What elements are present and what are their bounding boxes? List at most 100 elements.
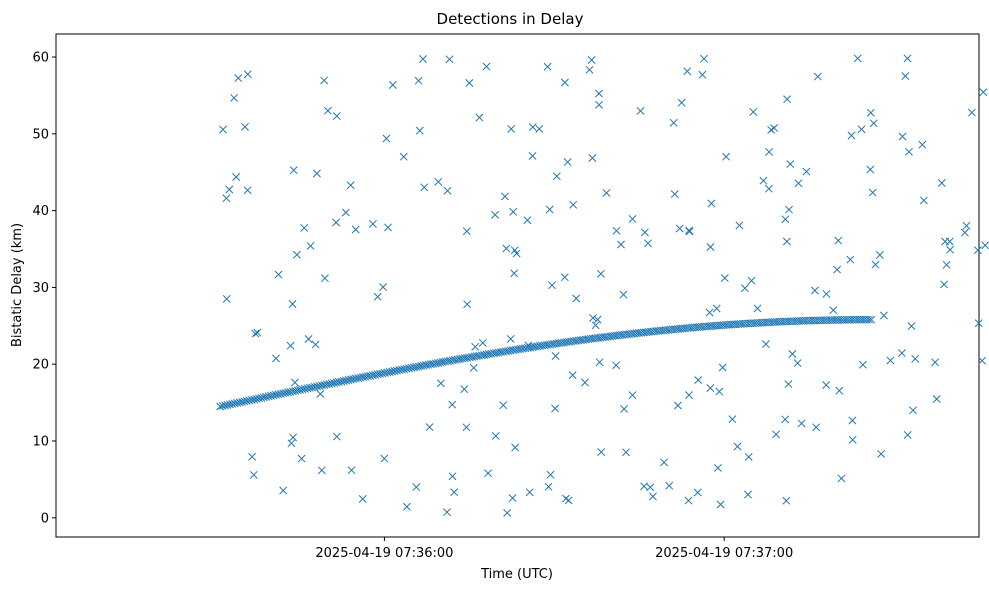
detection-marker <box>425 423 434 432</box>
detection-marker <box>482 350 491 359</box>
detection-marker <box>675 224 684 233</box>
detection-marker <box>551 404 560 413</box>
detection-marker <box>368 219 377 228</box>
detection-marker <box>718 363 727 372</box>
detection-marker <box>693 488 702 497</box>
x-tick-label: 2025-04-19 07:36:00 <box>315 546 453 561</box>
detection-marker <box>544 482 553 491</box>
detection-marker <box>931 358 940 367</box>
detection-marker <box>384 223 392 232</box>
detection-marker <box>765 147 774 156</box>
detection-marker <box>366 371 375 380</box>
detection-marker <box>829 306 838 315</box>
detection-marker <box>593 315 602 324</box>
detection-marker <box>342 376 351 385</box>
detection-marker <box>960 228 969 237</box>
detection-marker <box>694 376 703 385</box>
detection-marker <box>289 166 298 175</box>
detection-marker <box>252 394 261 403</box>
detection-marker <box>402 502 411 511</box>
detection-marker <box>833 265 842 274</box>
detection-marker <box>560 273 569 282</box>
y-tick-label: 30 <box>32 281 49 296</box>
detection-marker <box>339 377 348 385</box>
detection-marker <box>636 106 645 115</box>
detection-marker <box>448 472 457 481</box>
detection-marker <box>373 370 382 379</box>
detection-marker <box>781 415 790 424</box>
detection-marker <box>802 167 811 176</box>
detection-marker <box>660 458 669 467</box>
detection-marker <box>503 508 512 517</box>
detection-marker <box>587 56 596 64</box>
detection-marker <box>507 124 516 133</box>
detection-marker <box>620 404 629 413</box>
detection-marker <box>376 369 384 378</box>
detection-marker <box>848 435 857 444</box>
detection-marker <box>468 352 476 361</box>
detection-marker <box>417 362 426 370</box>
detection-marker <box>269 391 278 400</box>
detection-marker <box>221 401 230 410</box>
detection-marker <box>551 352 560 360</box>
detection-marker <box>595 89 603 98</box>
detection-marker <box>871 260 880 269</box>
detection-marker <box>499 401 508 410</box>
detection-marker <box>230 93 239 102</box>
detection-marker <box>434 177 443 186</box>
detection-marker <box>219 125 227 134</box>
detection-marker <box>572 294 581 303</box>
detection-marker <box>422 361 430 370</box>
detection-marker <box>330 378 338 387</box>
detection-marker <box>489 349 498 358</box>
detection-marker <box>250 395 259 404</box>
detection-marker <box>846 255 855 264</box>
detection-marker <box>591 321 600 330</box>
detection-marker <box>276 389 285 398</box>
detection-marker <box>974 319 983 328</box>
detection-marker <box>612 361 621 370</box>
detection-marker <box>346 375 355 384</box>
detection-marker <box>436 379 445 388</box>
detection-marker <box>772 430 781 439</box>
detection-marker <box>716 500 725 509</box>
detection-marker <box>279 389 288 398</box>
detection-marker <box>405 364 413 373</box>
detection-marker <box>419 55 427 63</box>
detection-marker <box>272 354 280 363</box>
detection-marker <box>869 119 878 128</box>
detection-marker <box>267 391 276 400</box>
detection-marker <box>312 169 321 178</box>
detection-marker <box>414 362 423 371</box>
y-tick-label: 20 <box>32 358 49 373</box>
detection-marker <box>508 494 517 503</box>
detection-marker <box>942 260 951 269</box>
detection-marker <box>356 373 365 382</box>
detection-marker <box>628 391 637 400</box>
detection-marker <box>249 470 258 479</box>
detection-marker <box>251 329 260 338</box>
detection-marker <box>412 362 421 371</box>
detection-marker <box>528 123 537 132</box>
detection-marker <box>463 300 472 309</box>
detection-marker <box>543 62 552 71</box>
detection-marker <box>548 281 556 290</box>
detection-marker <box>222 294 231 303</box>
detection-marker <box>378 369 387 378</box>
detection-marker <box>453 355 462 364</box>
detection-marker <box>491 431 500 440</box>
detection-marker <box>596 269 605 278</box>
detection-marker <box>502 244 511 253</box>
detection-marker <box>644 239 652 248</box>
detection-marker <box>482 62 491 71</box>
detection-marker <box>973 246 982 255</box>
detection-marker <box>812 423 821 432</box>
detection-marker <box>232 173 241 181</box>
detection-marker <box>274 390 283 399</box>
detection-marker <box>233 398 242 407</box>
detection-marker <box>243 70 252 79</box>
detection-marker <box>235 398 244 407</box>
detection-marker <box>310 382 319 391</box>
detection-marker <box>412 483 421 492</box>
